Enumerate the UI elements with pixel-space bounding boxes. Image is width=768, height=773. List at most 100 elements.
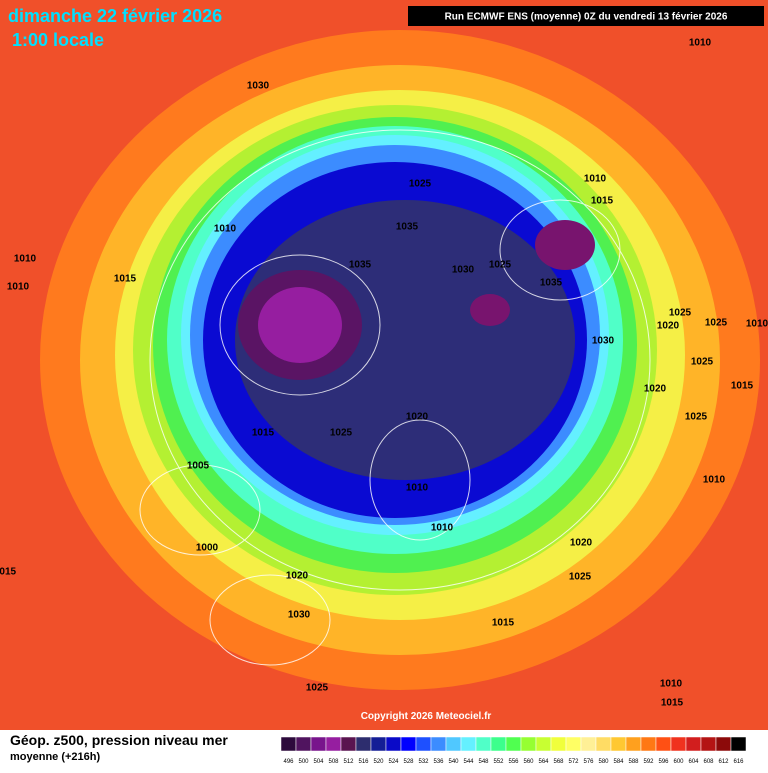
colorbar: 496 500 504 508 512 516 520 524 528 532 536 540 544 5… (280, 736, 747, 765)
colorbar-swatch (430, 736, 447, 752)
colorbar-label: 512 (343, 759, 354, 765)
isobar-label: 1025 (569, 572, 592, 583)
isobar-label: 1025 (685, 412, 708, 423)
colorbar-label: 600 (673, 759, 684, 765)
isobar-label: 1025 (669, 308, 692, 319)
colorbar-swatch (415, 736, 432, 752)
colorbar-label: 552 (493, 759, 504, 765)
colorbar-label: 560 (523, 759, 534, 765)
colorbar-swatch (325, 736, 342, 752)
isobar-label: 1025 (409, 179, 432, 190)
colorbar-label: 520 (373, 759, 384, 765)
colorbar-swatch (445, 736, 462, 752)
isobar-label: 1010 (703, 475, 726, 486)
colorbar-label: 576 (583, 759, 594, 765)
colorbar-label: 544 (463, 759, 474, 765)
isobar-label: 1010 (406, 483, 429, 494)
colorbar-swatch (565, 736, 582, 752)
colorbar-swatch (280, 736, 297, 752)
colorbar-label: 612 (718, 759, 729, 765)
colorbar-label: 496 (283, 759, 294, 765)
colorbar-label: 536 (433, 759, 444, 765)
colorbar-swatch (475, 736, 492, 752)
isobar-label: 1000 (196, 543, 219, 554)
isobar-label: 1010 (689, 38, 712, 49)
isobar-labels: 1010 1030 1025 1010 1015 1010 1035 1010 1015 1035… (0, 38, 768, 709)
isobar-label: 1020 (570, 538, 593, 549)
colorbar-swatch (655, 736, 672, 752)
colorbar-swatch (310, 736, 327, 752)
isobar-label: 1020 (644, 384, 667, 395)
legend-title: Géop. z500, pression niveau mer (10, 732, 228, 748)
colorbar-label: 596 (658, 759, 669, 765)
colorbar-swatch (295, 736, 312, 752)
colorbar-label: 608 (703, 759, 714, 765)
isobar-label: 1010 (214, 224, 237, 235)
isobar-label: 1015 (0, 567, 17, 578)
isobar-label: 1015 (492, 618, 515, 629)
isobar-label: 1010 (746, 319, 768, 330)
isobar-label: 1030 (592, 336, 615, 347)
colorbar-label: 580 (598, 759, 609, 765)
legend-subtitle: moyenne (+216h) (10, 751, 101, 763)
isobar-label: 1010 (14, 254, 37, 265)
isobar-label: 1010 (660, 679, 683, 690)
isobar-label: 1015 (114, 274, 137, 285)
colorbar-label: 592 (643, 759, 654, 765)
colorbar-swatch (730, 736, 747, 752)
isobar-label: 1025 (489, 260, 512, 271)
colorbar-label: 572 (568, 759, 579, 765)
isobar-label: 1010 (584, 174, 607, 185)
colorbar-swatch (595, 736, 612, 752)
colorbar-label: 516 (358, 759, 369, 765)
isobar-label: 1020 (286, 571, 309, 582)
colorbar-swatch (535, 736, 552, 752)
colorbar-swatch (460, 736, 477, 752)
isobar-label: 1020 (406, 412, 429, 423)
isobar-label: 1015 (252, 428, 275, 439)
colorbar-swatch (640, 736, 657, 752)
colorbar-label: 588 (628, 759, 639, 765)
colorbar-label: 568 (553, 759, 564, 765)
run-box (408, 6, 764, 26)
colorbar-swatch (670, 736, 687, 752)
colorbar-label: 532 (418, 759, 429, 765)
colorbar-label: 616 (733, 759, 744, 765)
colorbar-label: 500 (298, 759, 309, 765)
colorbar-swatch (385, 736, 402, 752)
copyright: Copyright 2026 Meteociel.fr (361, 711, 492, 722)
colorbar-swatch (625, 736, 642, 752)
isobar-label: 1015 (731, 381, 754, 392)
map-subtitle: 1:00 locale (12, 30, 104, 50)
isobar-label: 1030 (247, 81, 270, 92)
field-background (0, 0, 768, 730)
colorbar-swatch (700, 736, 717, 752)
colorbar-swatch (685, 736, 702, 752)
colorbar-swatch (400, 736, 417, 752)
colorbar-label: 508 (328, 759, 339, 765)
colorbar-swatch (580, 736, 597, 752)
isobar-label: 1025 (330, 428, 353, 439)
colorbar-label: 564 (538, 759, 549, 765)
isobar-label: 1025 (691, 357, 714, 368)
colorbar-swatch (355, 736, 372, 752)
isobar-label: 1030 (452, 265, 475, 276)
isobar-label: 1010 (431, 523, 454, 534)
colorbar-label: 556 (508, 759, 519, 765)
isobar-label: 1030 (288, 610, 311, 621)
isobar-label: 1015 (591, 196, 614, 207)
map-title: dimanche 22 février 2026 (8, 6, 222, 26)
colorbar-label: 504 (313, 759, 324, 765)
colorbar-label: 548 (478, 759, 489, 765)
colorbar-swatch (505, 736, 522, 752)
isobar-label: 1010 (7, 282, 30, 293)
isobar-label: 1035 (349, 260, 372, 271)
colorbar-label: 528 (403, 759, 414, 765)
colorbar-label: 524 (388, 759, 399, 765)
isobar-label: 1020 (657, 321, 680, 332)
isobar-label: 1035 (396, 222, 419, 233)
isobar-label: 1005 (187, 461, 210, 472)
colorbar-swatch (520, 736, 537, 752)
